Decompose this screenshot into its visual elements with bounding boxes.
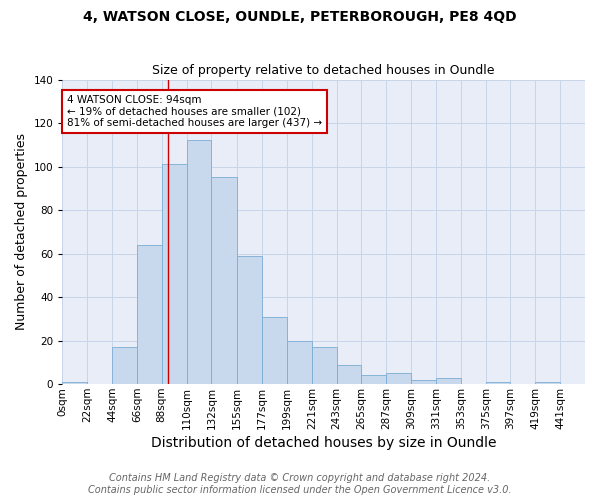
Bar xyxy=(211,178,238,384)
Bar xyxy=(337,364,361,384)
Bar xyxy=(485,382,511,384)
Bar xyxy=(238,256,262,384)
Bar xyxy=(262,316,287,384)
Y-axis label: Number of detached properties: Number of detached properties xyxy=(15,134,28,330)
Bar xyxy=(137,245,161,384)
Title: Size of property relative to detached houses in Oundle: Size of property relative to detached ho… xyxy=(152,64,495,77)
Bar xyxy=(62,382,87,384)
X-axis label: Distribution of detached houses by size in Oundle: Distribution of detached houses by size … xyxy=(151,436,496,450)
Bar xyxy=(287,340,312,384)
Bar xyxy=(187,140,211,384)
Bar xyxy=(436,378,461,384)
Text: Contains HM Land Registry data © Crown copyright and database right 2024.
Contai: Contains HM Land Registry data © Crown c… xyxy=(88,474,512,495)
Bar xyxy=(411,380,436,384)
Bar xyxy=(161,164,187,384)
Text: 4 WATSON CLOSE: 94sqm
← 19% of detached houses are smaller (102)
81% of semi-det: 4 WATSON CLOSE: 94sqm ← 19% of detached … xyxy=(67,95,322,128)
Bar xyxy=(535,382,560,384)
Bar xyxy=(312,347,337,384)
Bar xyxy=(361,376,386,384)
Bar xyxy=(112,347,137,384)
Text: 4, WATSON CLOSE, OUNDLE, PETERBOROUGH, PE8 4QD: 4, WATSON CLOSE, OUNDLE, PETERBOROUGH, P… xyxy=(83,10,517,24)
Bar xyxy=(386,374,411,384)
